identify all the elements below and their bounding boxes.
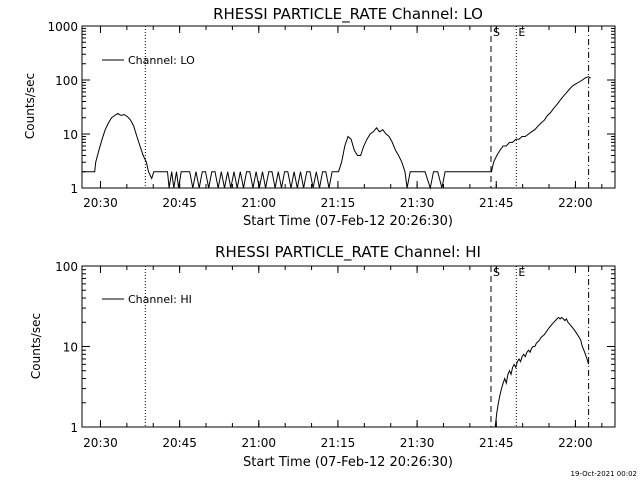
footer-date: 19-Oct-2021 00:02 (571, 470, 637, 478)
legend: Channel: LO (102, 54, 195, 67)
y-tick-label: 100 (55, 260, 78, 274)
chart-title: RHESSI PARTICLE_RATE Channel: HI (215, 243, 481, 262)
legend-label: Channel: LO (128, 54, 195, 67)
legend: Channel: HI (102, 293, 192, 306)
chart-panel-lo: RHESSI PARTICLE_RATE Channel: LO Counts/… (23, 5, 616, 229)
x-tick-label: 20:45 (162, 436, 197, 450)
y-tick-label: 1000 (47, 20, 78, 34)
y-tick-label: 1 (70, 421, 78, 435)
event-marker-label: S (493, 26, 500, 39)
y-axis-label: Counts/sec (29, 313, 43, 379)
event-marker-label: S (493, 266, 500, 279)
chart-panel-hi: RHESSI PARTICLE_RATE Channel: HI Counts/… (29, 243, 616, 470)
event-marker-label: E (518, 266, 525, 279)
x-tick-label: 20:30 (83, 436, 118, 450)
x-tick-label: 21:00 (241, 196, 276, 210)
x-axis-label: Start Time (07-Feb-12 20:26:30) (243, 455, 453, 470)
data-line (494, 316, 590, 428)
data-line (82, 76, 591, 190)
x-tick-label: 21:15 (321, 436, 356, 450)
x-tick-label: 20:45 (162, 196, 197, 210)
y-tick-label: 100 (55, 74, 78, 88)
x-tick-label: 22:00 (558, 196, 593, 210)
x-axis-label: Start Time (07-Feb-12 20:26:30) (243, 214, 453, 229)
y-ticks: 1 10 100 (55, 260, 615, 435)
x-tick-label: 21:15 (321, 196, 356, 210)
x-tick-label: 21:00 (241, 436, 276, 450)
y-tick-label: 1 (70, 182, 78, 196)
y-axis-label: Counts/sec (23, 73, 37, 139)
chart-title: RHESSI PARTICLE_RATE Channel: LO (213, 5, 483, 24)
event-marker-label: E (518, 26, 525, 39)
x-ticks: 20:30 20:45 21:00 21:15 21:30 21:45 22:00 (83, 266, 603, 450)
x-ticks: 20:30 20:45 21:00 21:15 21:30 21:45 22:00 (83, 26, 603, 210)
legend-label: Channel: HI (128, 293, 192, 306)
x-tick-label: 20:30 (83, 196, 118, 210)
plot-frame (81, 25, 616, 189)
x-tick-label: 21:30 (400, 436, 435, 450)
x-tick-label: 21:45 (479, 436, 514, 450)
x-tick-label: 21:30 (400, 196, 435, 210)
y-ticks: 1 10 100 1000 (47, 20, 615, 196)
x-tick-label: 21:45 (479, 196, 514, 210)
x-tick-label: 22:00 (558, 436, 593, 450)
y-tick-label: 10 (63, 128, 78, 142)
y-tick-label: 10 (63, 341, 78, 355)
